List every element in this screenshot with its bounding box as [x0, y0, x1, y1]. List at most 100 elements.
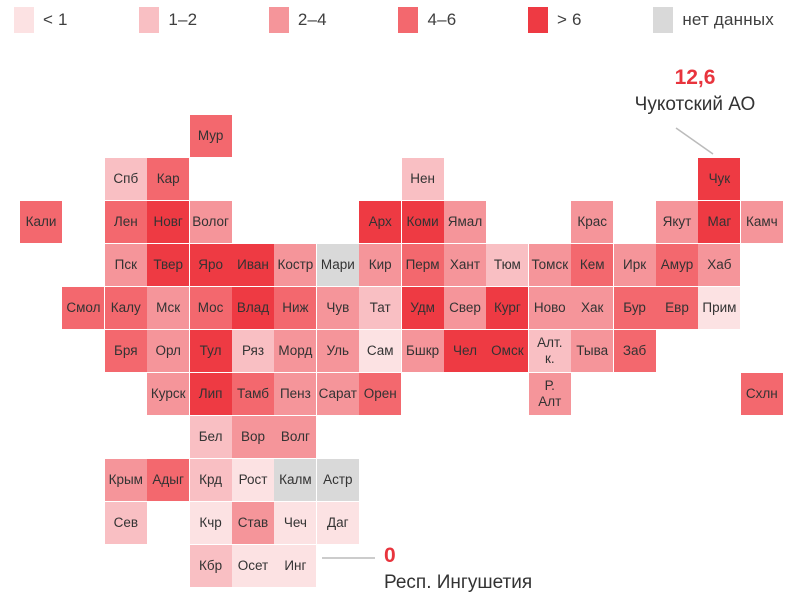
region-tile: Тамб [232, 373, 274, 415]
legend-swatch-icon [528, 7, 548, 33]
callout-ingushetia-value: 0 [384, 544, 396, 567]
region-tile: Ирк [613, 244, 656, 286]
region-tile: Чел [444, 330, 486, 372]
legend-swatch-icon [268, 7, 289, 33]
callout-ingushetia-label: Респ. Ингушетия [384, 572, 533, 593]
region-tile: Лен [104, 201, 147, 243]
connector-line-chukotka [675, 127, 714, 155]
region-tile: Хаб [698, 244, 741, 286]
region-tile: Кбр [189, 545, 232, 587]
region-tile: Калу [104, 287, 147, 329]
region-tile: Ниж [274, 287, 317, 329]
region-tile: Омск [486, 330, 529, 372]
legend: < 1 1–2 2–4 4–6 > 6 нет данных [0, 7, 800, 33]
region-tile: Коми [401, 201, 444, 243]
region-tile: Тат [359, 287, 402, 329]
region-tile: Перм [401, 244, 444, 286]
region-tile: Вор [232, 416, 274, 458]
region-tile: Хак [571, 287, 614, 329]
region-tile: Удм [401, 287, 444, 329]
region-tile: Осет [232, 545, 274, 587]
region-tile: Томск [528, 244, 571, 286]
legend-swatch-icon [14, 7, 34, 33]
region-tile: Сарат [316, 373, 359, 415]
region-tile: Волог [189, 201, 232, 243]
legend-label: 1–2 [168, 10, 198, 29]
region-tile: Уль [316, 330, 359, 372]
region-tile: Мур [189, 115, 232, 157]
region-tile: Евр [656, 287, 698, 329]
region-tile: Лип [189, 373, 232, 415]
region-tile: Схлн [740, 373, 783, 415]
region-tile: Ново [528, 287, 571, 329]
legend-label: нет данных [682, 10, 774, 29]
region-tile: Сам [359, 330, 402, 372]
region-tile: Амур [656, 244, 698, 286]
region-tile: Костр [274, 244, 317, 286]
callout-ingushetia: 0 Респ. Ингушетия [384, 544, 604, 594]
region-tile: Крым [104, 459, 147, 501]
region-tile: Заб [613, 330, 656, 372]
region-tile: Бел [189, 416, 232, 458]
region-tile: Калм [274, 459, 317, 501]
region-tile: Рост [232, 459, 274, 501]
callout-chukotka-value: 12,6 [674, 66, 716, 89]
region-tile: Кир [359, 244, 402, 286]
region-tile: Орл [147, 330, 190, 372]
region-tile: Ямал [444, 201, 486, 243]
legend-label: 2–4 [297, 10, 327, 29]
callout-chukotka-label: Чукотский АО [634, 94, 756, 115]
region-tile: Чеч [274, 502, 317, 544]
region-tile: Крас [571, 201, 614, 243]
region-tile: Свер [444, 287, 486, 329]
region-tile: Тыва [571, 330, 614, 372]
region-tile: Смол [62, 287, 105, 329]
region-tile: Ряз [232, 330, 274, 372]
legend-label: < 1 [43, 10, 68, 29]
region-tile: Иван [232, 244, 274, 286]
region-tile: Кем [571, 244, 614, 286]
legend-item: 4–6 [398, 7, 456, 33]
region-tile: Сев [104, 502, 147, 544]
region-tile: Камч [740, 201, 783, 243]
region-tile: Влад [232, 287, 274, 329]
region-tile: Тюм [486, 244, 529, 286]
region-tile: Кург [486, 287, 529, 329]
region-tile: Чук [698, 158, 741, 200]
region-tile: Мос [189, 287, 232, 329]
region-tile: Алт. к. [528, 330, 571, 372]
legend-swatch-icon [139, 7, 160, 33]
region-tile: Орен [359, 373, 402, 415]
legend-swatch-icon [398, 7, 419, 33]
region-tile: Мари [316, 244, 359, 286]
legend-label: > 6 [557, 10, 582, 29]
region-tile: Инг [274, 545, 317, 587]
region-tile: Морд [274, 330, 317, 372]
region-tile: Пск [104, 244, 147, 286]
region-tile: Р. Алт [528, 373, 571, 415]
region-tile: Даг [316, 502, 359, 544]
region-tile: Арх [359, 201, 402, 243]
region-tile: Адыг [147, 459, 190, 501]
region-tile: Твер [147, 244, 190, 286]
region-tile: Нен [401, 158, 444, 200]
region-tile: Астр [316, 459, 359, 501]
region-tile: Кар [147, 158, 190, 200]
legend-item: < 1 [14, 7, 68, 33]
region-tile: Якут [656, 201, 698, 243]
legend-item: 2–4 [268, 7, 327, 33]
region-tile: Хант [444, 244, 486, 286]
legend-swatch-icon [653, 7, 674, 33]
region-tile: Мск [147, 287, 190, 329]
region-tile: Маг [698, 201, 741, 243]
region-tile: Бур [613, 287, 656, 329]
region-tile: Кали [20, 201, 62, 243]
legend-item: > 6 [528, 7, 582, 33]
legend-item: 1–2 [139, 7, 197, 33]
region-tile: Яро [189, 244, 232, 286]
region-tile: Спб [104, 158, 147, 200]
legend-label: 4–6 [427, 10, 457, 29]
region-tile: Волг [274, 416, 317, 458]
region-tile: Бшкр [401, 330, 444, 372]
